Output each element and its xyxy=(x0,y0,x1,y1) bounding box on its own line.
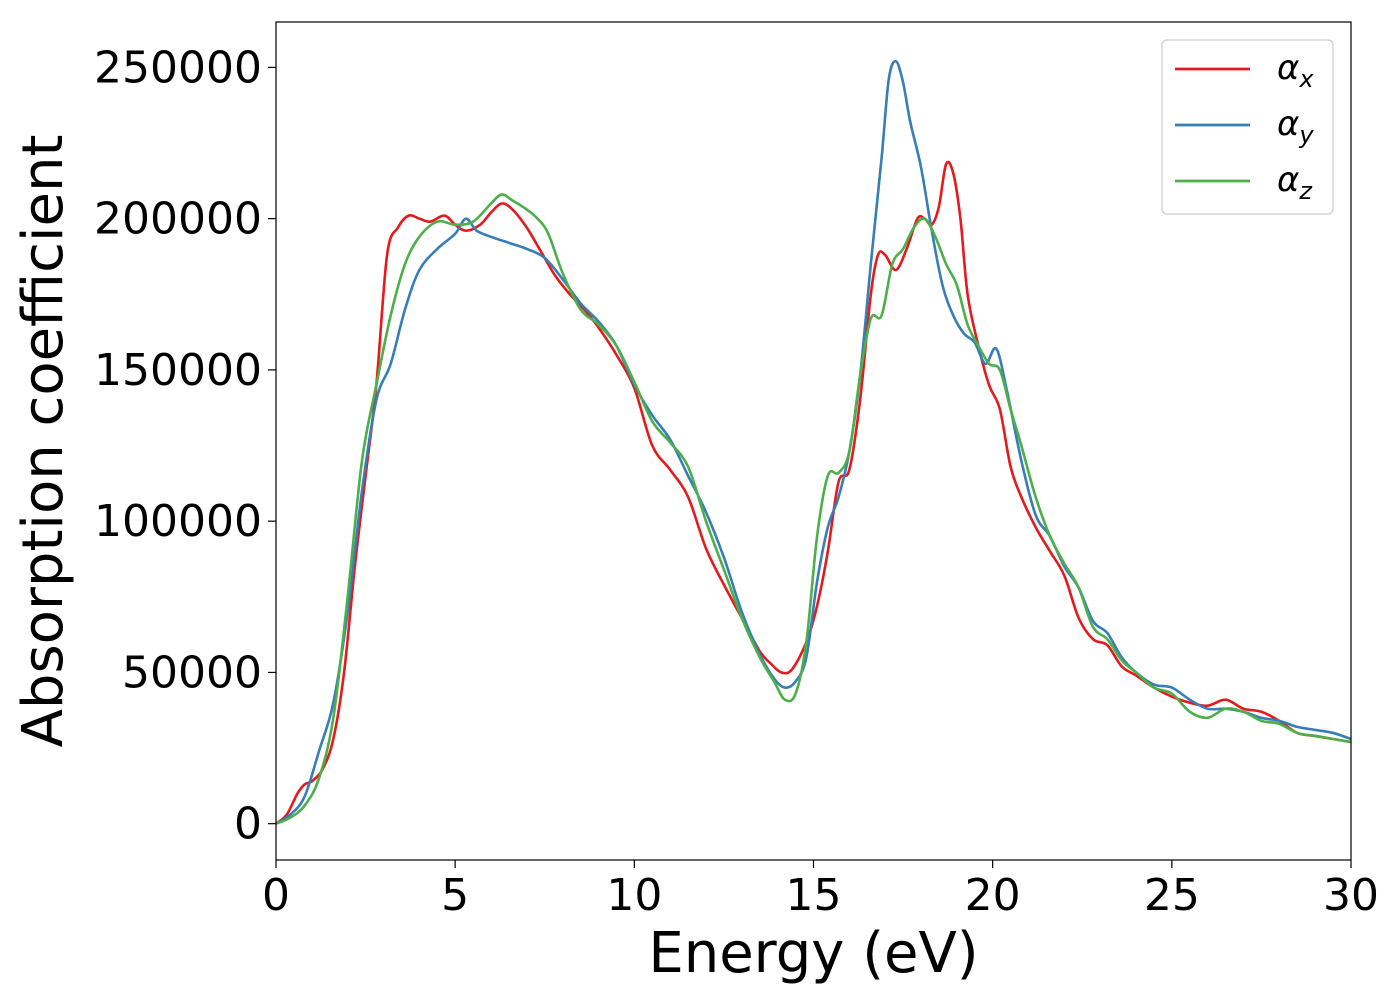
legend-label-x: αx xyxy=(1277,48,1314,93)
y-tick-label: 0 xyxy=(234,799,262,850)
series-line-z xyxy=(275,193,1352,825)
x-tick-label: 0 xyxy=(262,870,290,921)
x-tick-label: 5 xyxy=(441,870,469,921)
y-tick-label: 200000 xyxy=(94,194,262,245)
series-line-x xyxy=(275,160,1352,825)
y-tick-label: 50000 xyxy=(122,647,262,698)
legend: αx αy αz xyxy=(1161,39,1334,215)
series-layer xyxy=(275,60,1352,825)
x-tick-label: 30 xyxy=(1323,870,1379,921)
x-axis-title: Energy (eV) xyxy=(648,921,978,986)
x-tick-label: 20 xyxy=(965,870,1021,921)
x-tick-label: 25 xyxy=(1144,870,1200,921)
series-line-y xyxy=(275,60,1352,825)
x-tick-label: 10 xyxy=(606,870,662,921)
y-axis-title: Absorption coefficient xyxy=(11,135,76,748)
legend-label-z: αz xyxy=(1277,160,1313,205)
legend-box xyxy=(1161,39,1334,215)
x-axis: 0 5 10 15 20 25 30 xyxy=(262,860,1379,921)
y-tick-label: 150000 xyxy=(94,345,262,396)
y-tick-label: 100000 xyxy=(94,496,262,547)
x-tick-label: 15 xyxy=(786,870,842,921)
y-tick-label: 250000 xyxy=(94,42,262,93)
y-axis: 0 50000 100000 150000 200000 250000 xyxy=(94,42,276,850)
legend-label-y: αy xyxy=(1277,104,1314,149)
